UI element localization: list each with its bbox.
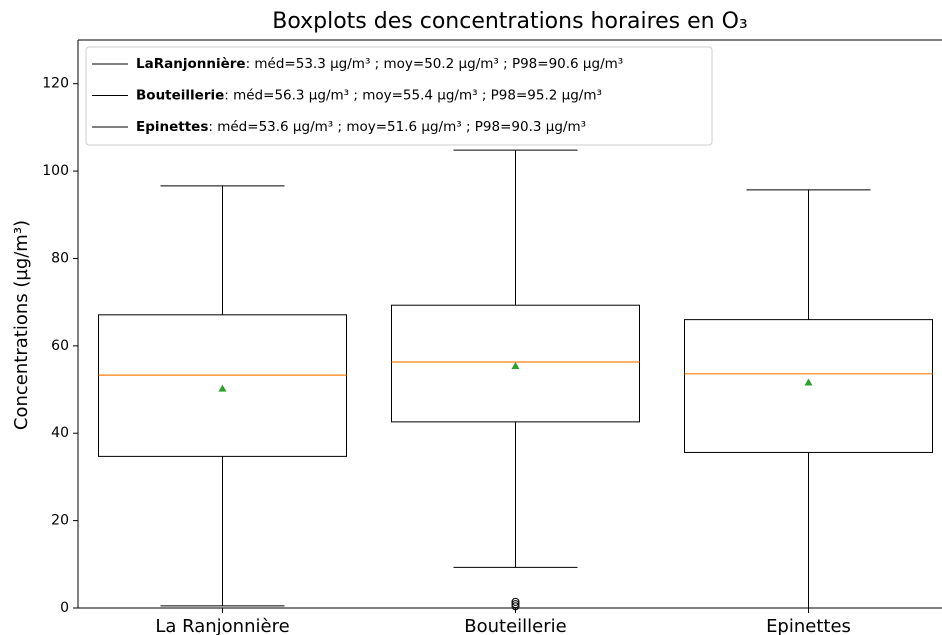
box	[98, 314, 347, 457]
legend-text: : méd=56.3 µg/m³ ; moy=55.4 µg/m³ ; P98=…	[224, 88, 602, 104]
legend-box	[85, 46, 713, 146]
y-tick-label: 120	[42, 76, 69, 92]
y-tick-label: 20	[51, 513, 69, 529]
mean-marker	[511, 361, 520, 369]
mean-marker	[804, 378, 813, 386]
y-tick-label: 40	[51, 425, 69, 441]
y-axis-label: Concentrations (µg/m³)	[11, 220, 32, 430]
y-tick-label: 60	[51, 338, 69, 354]
box	[684, 319, 933, 453]
y-tick-label: 0	[60, 600, 69, 616]
x-tick-label: La Ranjonnière	[155, 616, 289, 635]
flier	[511, 597, 520, 606]
chart-title: Boxplots des concentrations horaires en …	[272, 9, 748, 34]
legend-name: Bouteillerie	[136, 88, 224, 104]
legend-text: : méd=53.6 µg/m³ ; moy=51.6 µg/m³ ; P98=…	[208, 119, 586, 135]
flier	[511, 602, 520, 611]
legend-entry: Epinettes: méd=53.6 µg/m³ ; moy=51.6 µg/…	[136, 119, 586, 135]
legend-entry: LaRanjonnière: méd=53.3 µg/m³ ; moy=50.2…	[136, 56, 623, 72]
legend-name: Epinettes	[136, 119, 208, 135]
x-tick-label: Bouteillerie	[464, 616, 566, 635]
legend-name: LaRanjonnière	[136, 56, 246, 72]
y-tick-label: 100	[42, 163, 69, 179]
y-tick-label: 80	[51, 250, 69, 266]
legend-text: : méd=53.3 µg/m³ ; moy=50.2 µg/m³ ; P98=…	[246, 56, 624, 72]
x-tick-label: Epinettes	[766, 616, 851, 635]
flier	[511, 600, 520, 609]
legend-entry: Bouteillerie: méd=56.3 µg/m³ ; moy=55.4 …	[136, 88, 602, 104]
box	[391, 304, 640, 423]
mean-marker	[218, 384, 227, 392]
